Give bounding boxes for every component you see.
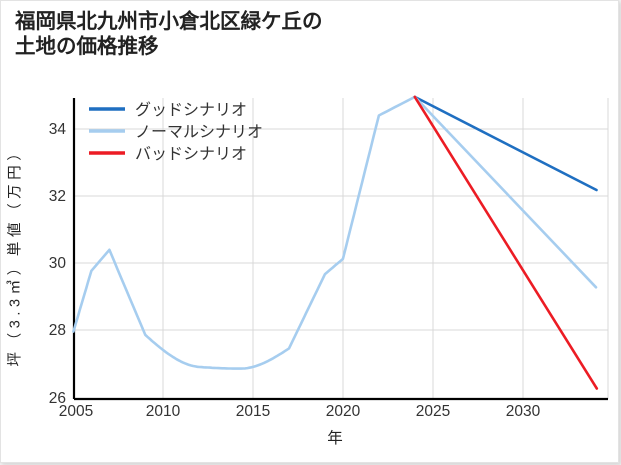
svg-text:グッドシナリオ: グッドシナリオ [135, 101, 247, 119]
svg-text:32: 32 [49, 188, 66, 205]
svg-text:年: 年 [327, 429, 343, 447]
svg-text:28: 28 [49, 322, 66, 339]
svg-text:2020: 2020 [326, 403, 361, 420]
svg-text:2010: 2010 [146, 403, 181, 420]
svg-text:30: 30 [49, 255, 67, 272]
svg-text:バッドシナリオ: バッドシナリオ [135, 146, 247, 163]
svg-text:2015: 2015 [236, 403, 270, 420]
svg-text:2005: 2005 [59, 403, 93, 420]
svg-text:2025: 2025 [416, 403, 450, 420]
svg-text:2030: 2030 [506, 403, 541, 420]
svg-text:坪（3.3㎥）単値（万円）: 坪（3.3㎥）単値（万円） [7, 142, 24, 367]
svg-text:34: 34 [49, 121, 67, 138]
svg-text:ノーマルシナリオ: ノーマルシナリオ [135, 124, 263, 141]
